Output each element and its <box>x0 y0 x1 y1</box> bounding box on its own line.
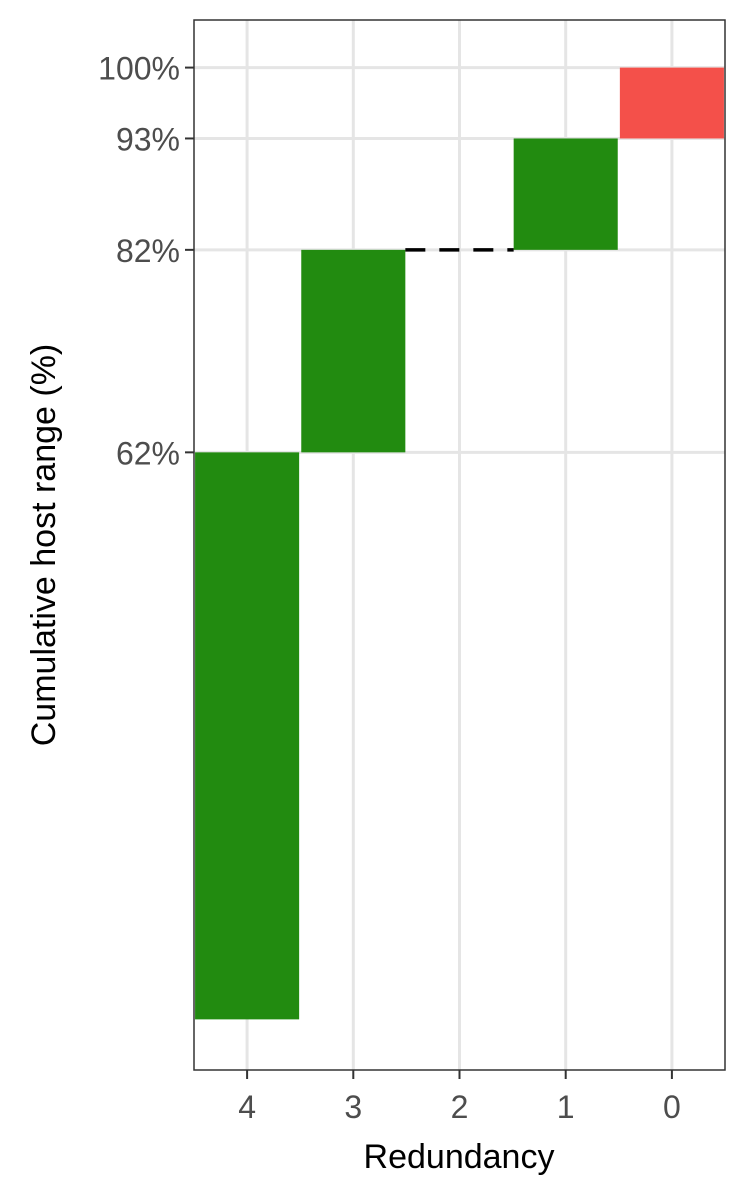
x-tick-label-4: 4 <box>238 1089 256 1125</box>
x-tick-label-3: 3 <box>344 1089 362 1125</box>
y-tick-label-82: 82% <box>116 233 180 269</box>
x-tick-label-0: 0 <box>663 1089 681 1125</box>
bar-redundancy-4 <box>195 452 300 1020</box>
bars <box>195 67 724 1020</box>
bar-redundancy-0 <box>619 67 724 139</box>
x-tick-label-1: 1 <box>557 1089 575 1125</box>
bar-redundancy-1 <box>513 138 618 250</box>
x-tick-label-2: 2 <box>451 1089 469 1125</box>
y-tick-label-100: 100% <box>98 51 180 87</box>
axes: 62% 82% 93% 100% 4 3 2 1 0 <box>98 51 681 1125</box>
bar-redundancy-3 <box>301 249 406 453</box>
y-tick-label-93: 93% <box>116 121 180 157</box>
x-axis-title: Redundancy <box>364 1138 555 1176</box>
y-axis-title: Cumulative host range (%) <box>25 344 63 747</box>
y-tick-label-62: 62% <box>116 435 180 471</box>
